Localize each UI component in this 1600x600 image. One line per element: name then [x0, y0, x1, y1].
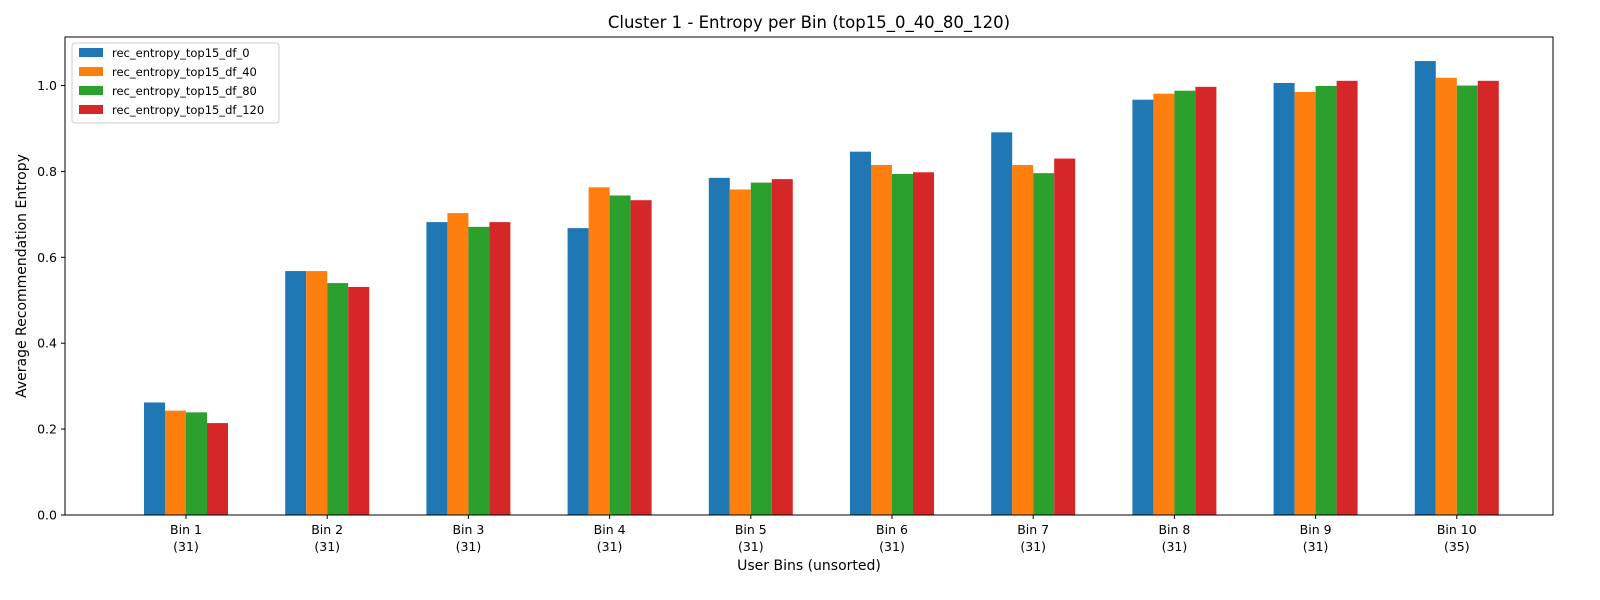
bar [1012, 164, 1034, 515]
bar [426, 222, 448, 515]
bar [630, 200, 652, 516]
bar [1273, 82, 1295, 515]
bar [1294, 91, 1316, 516]
x-tick-label: Bin 10 [1437, 522, 1477, 537]
legend-box [71, 42, 280, 124]
x-axis: Bin 1 (31) Bin 2 (31) Bin 3 (31) Bin 4 (31) Bin … [170, 515, 1477, 554]
bar [1174, 90, 1196, 515]
bar [1414, 61, 1436, 515]
x-tick-count: (31) [1162, 539, 1188, 554]
bar [306, 271, 328, 515]
y-tick-label: 0.2 [37, 422, 57, 437]
legend-label: rec_entropy_top15_df_0 [112, 46, 250, 60]
x-tick-label: Bin 9 [1300, 522, 1332, 537]
x-tick-label: Bin 6 [876, 522, 908, 537]
y-axis: 0.0 0.2 0.4 0.6 0.8 1.0 [37, 78, 65, 523]
chart-title: Cluster 1 - Entropy per Bin (top15_0_40_… [608, 13, 1010, 33]
legend-swatch [79, 48, 103, 57]
y-tick-label: 0.4 [37, 336, 57, 351]
x-tick-label: Bin 3 [452, 522, 484, 537]
y-tick-label: 0.8 [37, 164, 57, 179]
y-tick-label: 0.6 [37, 250, 57, 265]
bar [1456, 85, 1478, 516]
plot-frame [64, 36, 1554, 516]
legend: rec_entropy_top15_df_0 rec_entropy_top15_… [71, 42, 280, 124]
bar [1435, 77, 1457, 516]
bar [186, 412, 207, 515]
bar [567, 228, 589, 515]
bar [489, 222, 511, 515]
y-tick-label: 1.0 [37, 78, 57, 93]
x-tick-count: (31) [1020, 539, 1046, 554]
x-tick-count: (31) [314, 539, 340, 554]
legend-swatch [79, 67, 103, 76]
bar [588, 187, 610, 516]
bar [892, 174, 913, 515]
legend-swatch [79, 86, 103, 95]
y-tick-label: 0.0 [37, 508, 57, 523]
bar [447, 213, 469, 516]
bar [348, 286, 370, 515]
bar [708, 177, 730, 515]
legend-label: rec_entropy_top15_df_40 [112, 65, 257, 79]
bar [1054, 158, 1076, 515]
x-tick-label: Bin 2 [311, 522, 343, 537]
x-tick-count: (31) [173, 539, 199, 554]
bar [1195, 86, 1217, 515]
bar [1477, 80, 1499, 515]
bar [207, 423, 228, 515]
bar [609, 195, 631, 515]
bar [771, 179, 793, 515]
plot-bars [144, 61, 1499, 516]
x-tick-count: (31) [597, 539, 623, 554]
legend-swatch [79, 105, 103, 114]
legend-label: rec_entropy_top15_df_120 [112, 103, 264, 117]
bar [729, 189, 751, 515]
bar [750, 182, 772, 515]
legend-label: rec_entropy_top15_df_80 [112, 84, 257, 98]
x-tick-count: (35) [1444, 539, 1470, 554]
bar [913, 172, 934, 515]
x-tick-label: Bin 1 [170, 522, 202, 537]
x-tick-count: (31) [456, 539, 482, 554]
x-tick-label: Bin 7 [1017, 522, 1049, 537]
bar [468, 226, 490, 516]
bar [1132, 99, 1154, 515]
bar [165, 410, 186, 515]
x-tick-label: Bin 4 [594, 522, 626, 537]
x-tick-count: (31) [1303, 539, 1329, 554]
bar [327, 283, 349, 515]
bar [1033, 173, 1055, 515]
x-tick-label: Bin 5 [735, 522, 767, 537]
bar [144, 402, 165, 515]
x-axis-label: User Bins (unsorted) [737, 558, 881, 574]
y-axis-label: Average Recommendation Entropy [14, 154, 30, 398]
bar [871, 164, 892, 515]
bar [1153, 93, 1175, 515]
bar [850, 151, 871, 515]
x-tick-label: Bin 8 [1158, 522, 1190, 537]
bar [285, 271, 307, 515]
x-tick-count: (31) [879, 539, 905, 554]
x-tick-count: (31) [738, 539, 764, 554]
bar [1336, 80, 1358, 515]
bar [1315, 85, 1337, 516]
bar [991, 132, 1013, 515]
